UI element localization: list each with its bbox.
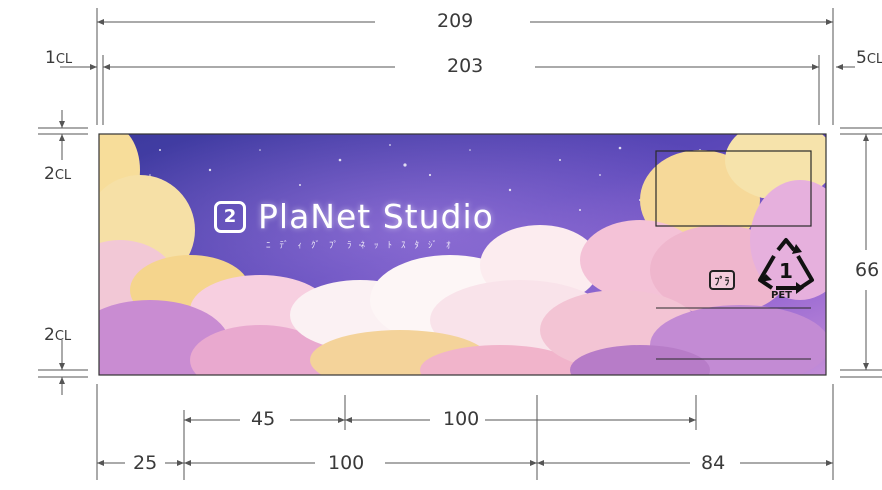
dim-row2-c: 84 — [695, 454, 732, 473]
stars — [149, 144, 701, 246]
dim-row2-b: 100 — [322, 454, 371, 473]
dim-row1-a: 45 — [245, 410, 282, 429]
dim-right-margin: 5CL — [856, 48, 882, 68]
dim-top-margin: 2CL — [44, 164, 72, 184]
label-background — [99, 134, 826, 375]
dim-left-margin: 1CL — [45, 48, 73, 68]
dim-inner-width: 203 — [441, 57, 490, 76]
dim-height: 66 — [852, 261, 882, 280]
print-area-box — [655, 150, 812, 227]
dim-row2-a: 25 — [127, 454, 164, 473]
dim-overall-width: 209 — [431, 12, 480, 31]
dim-row1-b: 100 — [437, 410, 486, 429]
clouds-left — [99, 134, 330, 375]
dim-bottom-margin: 2CL — [44, 325, 72, 345]
